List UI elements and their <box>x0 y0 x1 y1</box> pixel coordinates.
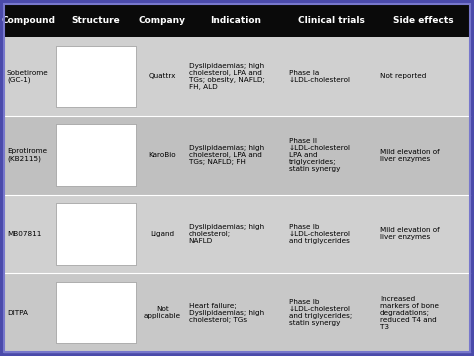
Text: Dyslipidaemias; high
cholesterol, LPA and
TGs; NAFLD; FH: Dyslipidaemias; high cholesterol, LPA an… <box>189 145 264 165</box>
Bar <box>4 194 470 273</box>
Bar <box>4 273 470 352</box>
Text: Heart failure;
Dyslipidaemias; high
cholesterol; TGs: Heart failure; Dyslipidaemias; high chol… <box>189 303 264 323</box>
Bar <box>56 282 136 343</box>
Text: Not
applicable: Not applicable <box>144 306 181 319</box>
Text: Not reported: Not reported <box>380 73 426 79</box>
Bar <box>4 37 470 116</box>
Text: MB07811: MB07811 <box>7 231 41 237</box>
Text: Phase Ib
↓LDL-cholesterol
and triglycerides: Phase Ib ↓LDL-cholesterol and triglyceri… <box>289 224 351 244</box>
Text: Phase Ia
↓LDL-cholesterol: Phase Ia ↓LDL-cholesterol <box>289 70 351 83</box>
Text: Mild elevation of
liver enzymes: Mild elevation of liver enzymes <box>380 227 439 240</box>
Text: Side effects: Side effects <box>393 16 454 25</box>
Text: Phase Ib
↓LDL-cholesterol
and triglycerides;
statin synergy: Phase Ib ↓LDL-cholesterol and triglyceri… <box>289 299 352 326</box>
Bar <box>56 46 136 107</box>
Text: Company: Company <box>139 16 186 25</box>
Text: Phase II
↓LDL-cholesterol
LPA and
triglycerides;
statin synergy: Phase II ↓LDL-cholesterol LPA and trigly… <box>289 138 351 172</box>
Text: Quattrx: Quattrx <box>149 73 176 79</box>
Bar <box>56 124 136 186</box>
Text: Mild elevation of
liver enzymes: Mild elevation of liver enzymes <box>380 148 439 162</box>
Bar <box>56 203 136 265</box>
Text: Clinical trials: Clinical trials <box>298 16 365 25</box>
Text: KaroBio: KaroBio <box>149 152 176 158</box>
Text: DITPA: DITPA <box>7 310 28 316</box>
Bar <box>4 116 470 194</box>
Text: Dyslipidaemias; high
cholesterol, LPA and
TGs; obesity, NAFLD;
FH, ALD: Dyslipidaemias; high cholesterol, LPA an… <box>189 63 264 90</box>
Text: Increased
markers of bone
degradations;
reduced T4 and
T3: Increased markers of bone degradations; … <box>380 295 439 330</box>
Text: Sobetirome
(GC-1): Sobetirome (GC-1) <box>7 70 49 83</box>
Text: Compound: Compound <box>1 16 55 25</box>
Text: Eprotirome
(KB2115): Eprotirome (KB2115) <box>7 148 47 162</box>
Text: Indication: Indication <box>210 16 261 25</box>
Bar <box>4 4 470 37</box>
Text: Ligand: Ligand <box>150 231 174 237</box>
Text: Structure: Structure <box>72 16 120 25</box>
Text: Dyslipidaemias; high
cholesterol;
NAFLD: Dyslipidaemias; high cholesterol; NAFLD <box>189 224 264 244</box>
